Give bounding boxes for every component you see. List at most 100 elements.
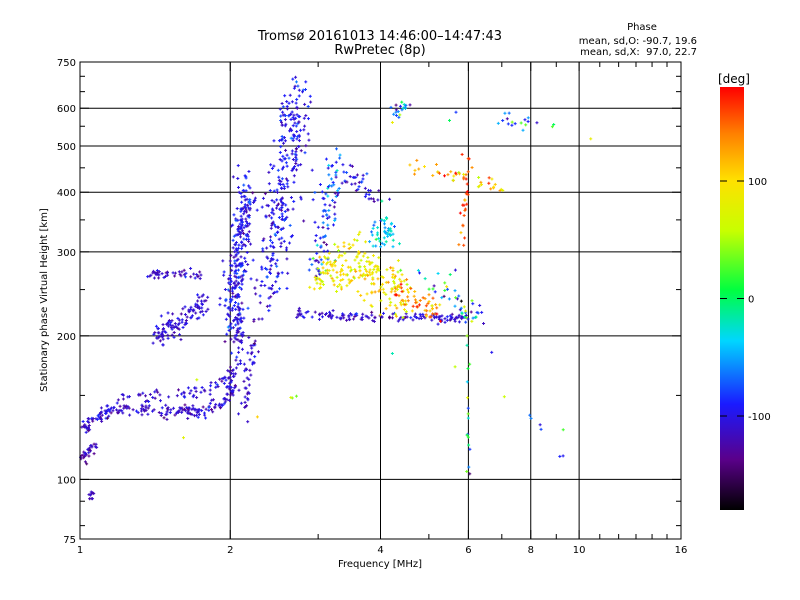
data-point bbox=[365, 192, 367, 196]
data-point bbox=[432, 313, 434, 317]
data-point bbox=[426, 309, 428, 313]
data-point bbox=[289, 129, 291, 133]
data-point bbox=[200, 273, 202, 277]
data-point bbox=[342, 263, 344, 267]
data-point bbox=[362, 173, 364, 177]
data-point bbox=[286, 182, 288, 186]
data-point bbox=[467, 435, 469, 439]
data-point bbox=[250, 352, 252, 356]
data-point bbox=[244, 369, 246, 373]
data-point bbox=[395, 312, 397, 316]
data-point bbox=[271, 207, 273, 211]
blob-270 bbox=[146, 266, 203, 281]
data-point bbox=[238, 190, 240, 194]
data-point bbox=[339, 153, 341, 157]
data-point bbox=[233, 281, 235, 285]
data-point bbox=[351, 279, 353, 283]
data-point bbox=[167, 336, 169, 340]
data-point bbox=[232, 246, 234, 250]
data-point bbox=[93, 492, 95, 496]
data-point bbox=[229, 370, 231, 374]
data-point bbox=[322, 283, 324, 287]
data-point bbox=[236, 249, 238, 253]
data-point bbox=[324, 234, 326, 238]
data-point bbox=[311, 263, 313, 267]
data-point bbox=[236, 207, 238, 211]
data-point bbox=[235, 219, 237, 223]
data-point bbox=[241, 223, 243, 227]
data-point bbox=[238, 243, 240, 247]
data-point bbox=[225, 297, 227, 301]
data-point bbox=[322, 214, 324, 218]
data-point bbox=[281, 167, 283, 171]
data-point bbox=[287, 185, 289, 189]
data-point bbox=[173, 326, 175, 330]
data-point bbox=[467, 367, 469, 371]
data-point bbox=[363, 272, 365, 276]
data-point bbox=[391, 221, 393, 225]
data-point bbox=[305, 88, 307, 92]
data-point bbox=[377, 268, 379, 272]
data-point bbox=[239, 307, 241, 311]
data-point bbox=[112, 409, 114, 413]
data-point bbox=[183, 273, 185, 277]
data-point bbox=[210, 381, 212, 385]
data-point bbox=[276, 203, 278, 207]
data-point bbox=[320, 271, 322, 275]
data-point bbox=[458, 315, 460, 319]
data-point bbox=[335, 160, 337, 164]
data-point bbox=[294, 121, 296, 125]
data-point bbox=[488, 176, 490, 180]
high-blue-line bbox=[326, 163, 392, 203]
data-point bbox=[371, 282, 373, 286]
data-point bbox=[383, 291, 385, 295]
data-point bbox=[158, 270, 160, 274]
data-point bbox=[389, 315, 391, 319]
data-point bbox=[233, 386, 235, 390]
data-point bbox=[165, 403, 167, 407]
data-point bbox=[101, 413, 103, 417]
data-point bbox=[403, 102, 405, 106]
data-point bbox=[328, 310, 330, 314]
data-point bbox=[237, 263, 239, 267]
data-point bbox=[196, 396, 198, 400]
data-point bbox=[336, 315, 338, 319]
data-point bbox=[161, 272, 163, 276]
data-point bbox=[183, 390, 185, 394]
data-point bbox=[409, 163, 411, 167]
data-point bbox=[334, 218, 336, 222]
data-point bbox=[309, 285, 311, 289]
data-point bbox=[337, 189, 339, 193]
data-point bbox=[248, 230, 250, 234]
data-point bbox=[322, 235, 324, 239]
data-point bbox=[387, 227, 389, 231]
data-point bbox=[249, 368, 251, 372]
data-point bbox=[295, 80, 297, 84]
data-point bbox=[373, 320, 375, 324]
data-point bbox=[198, 306, 200, 310]
data-point bbox=[378, 189, 380, 193]
data-point bbox=[322, 260, 324, 264]
data-point bbox=[454, 318, 456, 322]
data-point bbox=[269, 189, 271, 193]
data-point bbox=[98, 415, 100, 419]
data-point bbox=[369, 273, 371, 277]
data-point bbox=[443, 294, 445, 298]
upper-X-line bbox=[408, 158, 505, 193]
data-point bbox=[153, 276, 155, 280]
data-point bbox=[271, 241, 273, 245]
data-point bbox=[196, 273, 198, 277]
data-point bbox=[287, 208, 289, 212]
data-point bbox=[469, 362, 471, 366]
data-point bbox=[433, 284, 435, 288]
data-point bbox=[374, 265, 376, 269]
data-point bbox=[360, 258, 362, 262]
data-point bbox=[419, 271, 421, 275]
data-point bbox=[293, 135, 295, 139]
data-point bbox=[464, 315, 466, 319]
data-point bbox=[281, 159, 283, 163]
data-point bbox=[229, 300, 231, 304]
data-point bbox=[198, 407, 200, 411]
data-point bbox=[455, 171, 457, 175]
data-point bbox=[227, 392, 229, 396]
